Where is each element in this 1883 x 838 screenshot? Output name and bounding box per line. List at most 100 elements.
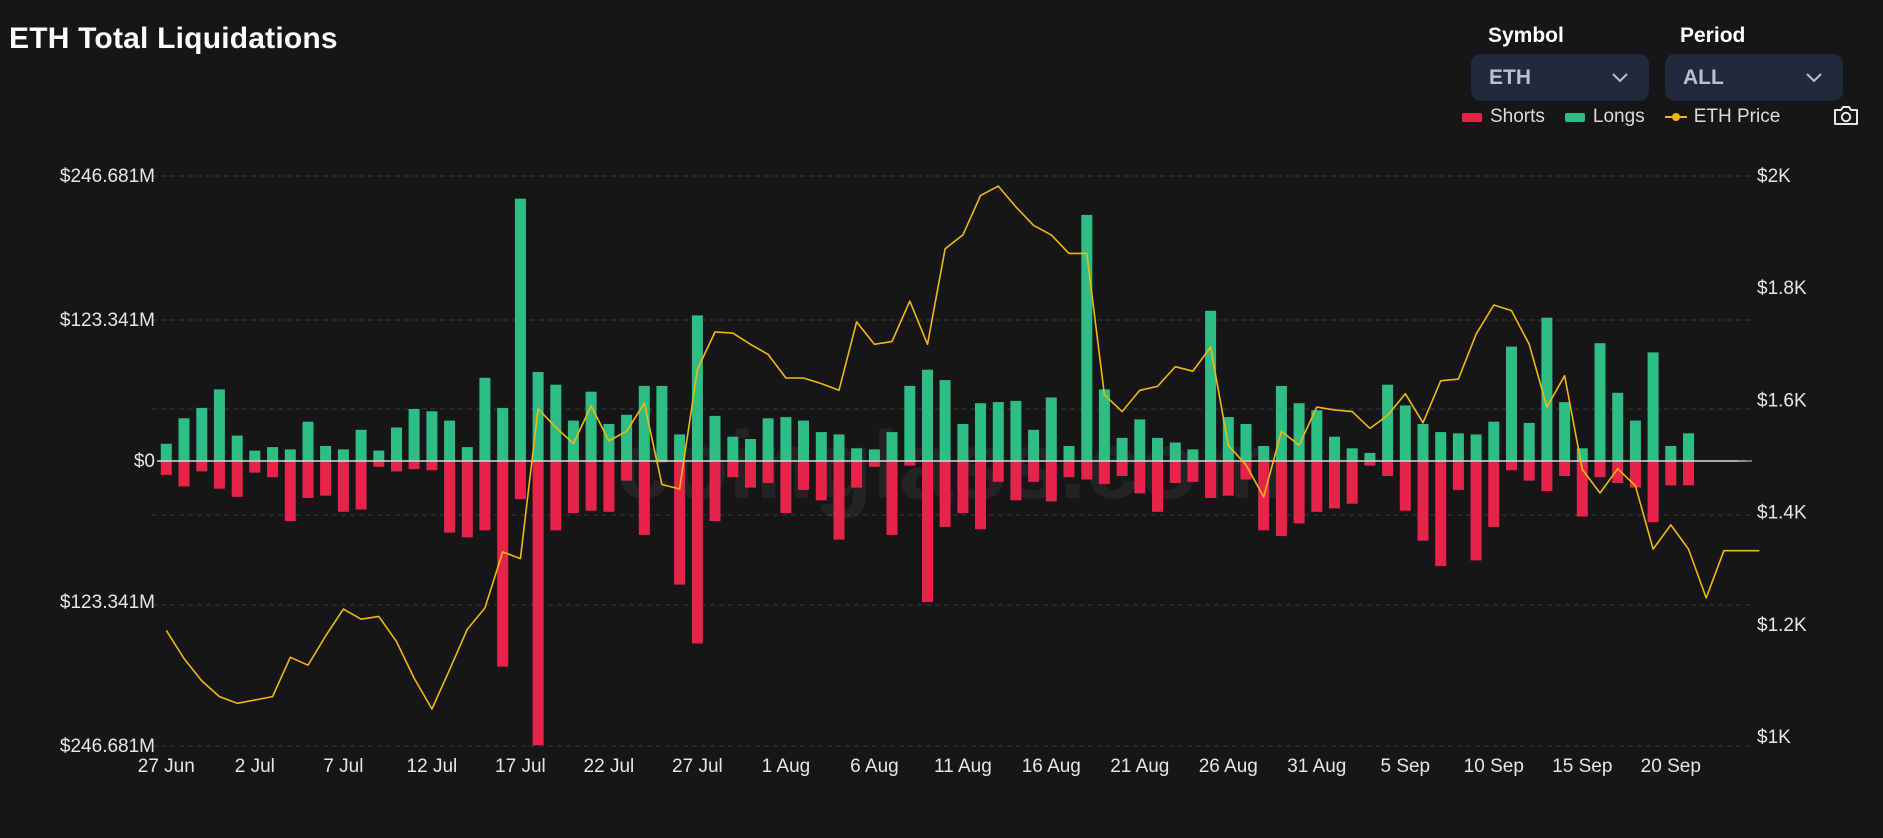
longs-bar (391, 427, 402, 461)
longs-bar (1382, 384, 1394, 461)
shorts-bar (1488, 461, 1500, 527)
shorts-bar (497, 461, 509, 667)
longs-bar (1293, 403, 1305, 461)
shorts-bar (532, 461, 544, 746)
shorts-bar (337, 461, 349, 512)
shorts-bar (1134, 461, 1146, 494)
shorts-bar (674, 461, 686, 585)
y-left-tick-label: $246.681M (60, 736, 155, 757)
longs-bar (1240, 424, 1252, 461)
shorts-bar (1665, 461, 1677, 486)
longs-bar (975, 403, 986, 461)
legend-shorts-label: Shorts (1490, 106, 1545, 127)
longs-bar (514, 198, 526, 461)
longs-bar (939, 380, 951, 461)
shorts-bar (1364, 461, 1376, 466)
camera-icon[interactable] (1833, 104, 1859, 126)
shorts-bar (196, 461, 208, 472)
shorts-bar (1205, 461, 1217, 498)
longs-bar (337, 449, 349, 461)
shorts-bar (1293, 461, 1305, 524)
longs-bar (833, 434, 845, 461)
x-tick-label: 10 Sep (1464, 756, 1524, 777)
longs-bar (1559, 402, 1571, 461)
shorts-bar (1452, 461, 1464, 490)
longs-bar (267, 447, 279, 461)
longs-bar (762, 418, 774, 461)
longs-bar (745, 439, 756, 461)
y-left-tick-label: $0 (134, 451, 155, 472)
shorts-bar (585, 461, 597, 511)
longs-bar (1222, 417, 1234, 461)
x-tick-label: 16 Aug (1022, 756, 1081, 777)
shorts-bar (444, 461, 456, 533)
longs-bar (868, 449, 880, 461)
shorts-bar (939, 461, 951, 527)
shorts-swatch-icon (1462, 112, 1482, 122)
x-tick-label: 12 Jul (407, 756, 458, 777)
shorts-bar (178, 461, 190, 487)
longs-bar (1541, 317, 1553, 461)
longs-bar (1435, 432, 1447, 461)
x-tick-label: 5 Sep (1380, 756, 1430, 777)
longs-bar (1152, 437, 1163, 461)
shorts-bar (1045, 461, 1057, 502)
legend-longs[interactable]: Longs (1564, 106, 1645, 128)
eth-price-line (165, 185, 1760, 710)
shorts-bar (780, 461, 792, 513)
shorts-bar (1435, 461, 1447, 567)
shorts-bar (1576, 461, 1588, 517)
longs-bar (922, 369, 933, 461)
shorts-bar (815, 461, 827, 501)
longs-bar (815, 432, 827, 461)
legend-eth-price[interactable]: ETH Price (1664, 106, 1781, 128)
longs-bar (1116, 437, 1128, 461)
shorts-bar (1028, 461, 1040, 482)
longs-bar (1028, 429, 1040, 461)
shorts-bar (603, 461, 615, 512)
shorts-bar (975, 461, 986, 530)
shorts-bar (1559, 461, 1571, 476)
x-tick-label: 17 Jul (495, 756, 546, 777)
shorts-bar (904, 461, 916, 466)
shorts-bar (1612, 461, 1624, 483)
x-tick-label: 7 Jul (323, 756, 363, 777)
shorts-bar (833, 461, 845, 540)
longs-bar (638, 385, 650, 461)
longs-bar (302, 421, 314, 461)
longs-bar (780, 417, 792, 461)
legend-shorts[interactable]: Shorts (1462, 106, 1545, 128)
longs-bar (532, 372, 544, 461)
shorts-bar (1594, 461, 1606, 478)
longs-bar (497, 407, 509, 461)
y-left-tick-label: $123.341M (60, 310, 155, 331)
shorts-bar (550, 461, 562, 531)
longs-bar (373, 450, 385, 461)
shorts-bar (408, 461, 420, 470)
shorts-bar (1081, 461, 1093, 480)
longs-bar (1134, 419, 1146, 461)
shorts-bar (1417, 461, 1429, 541)
shorts-bar (1346, 461, 1358, 504)
longs-bar (1187, 449, 1199, 461)
y-left-tick-label: $123.341M (60, 592, 155, 613)
longs-bar (904, 385, 916, 461)
longs-bar (444, 420, 456, 461)
longs-bar (1399, 405, 1411, 461)
shorts-bar (284, 461, 296, 522)
period-select[interactable]: ALL (1665, 54, 1843, 101)
shorts-bar (638, 461, 650, 535)
legend-eth-price-label: ETH Price (1693, 106, 1781, 127)
shorts-bar (1010, 461, 1022, 501)
line-marker-icon (1664, 113, 1687, 121)
y-right-tick-label: $1.4K (1757, 503, 1807, 524)
symbol-select[interactable]: ETH (1471, 54, 1649, 101)
longs-bar (1098, 389, 1110, 461)
x-tick-label: 21 Aug (1110, 756, 1169, 777)
y-right-tick-label: $1K (1757, 727, 1791, 748)
longs-bar (1010, 400, 1022, 461)
longs-bar (408, 409, 420, 461)
longs-bar (1612, 392, 1624, 461)
shorts-bar (1187, 461, 1199, 482)
shorts-bar (1240, 461, 1252, 480)
